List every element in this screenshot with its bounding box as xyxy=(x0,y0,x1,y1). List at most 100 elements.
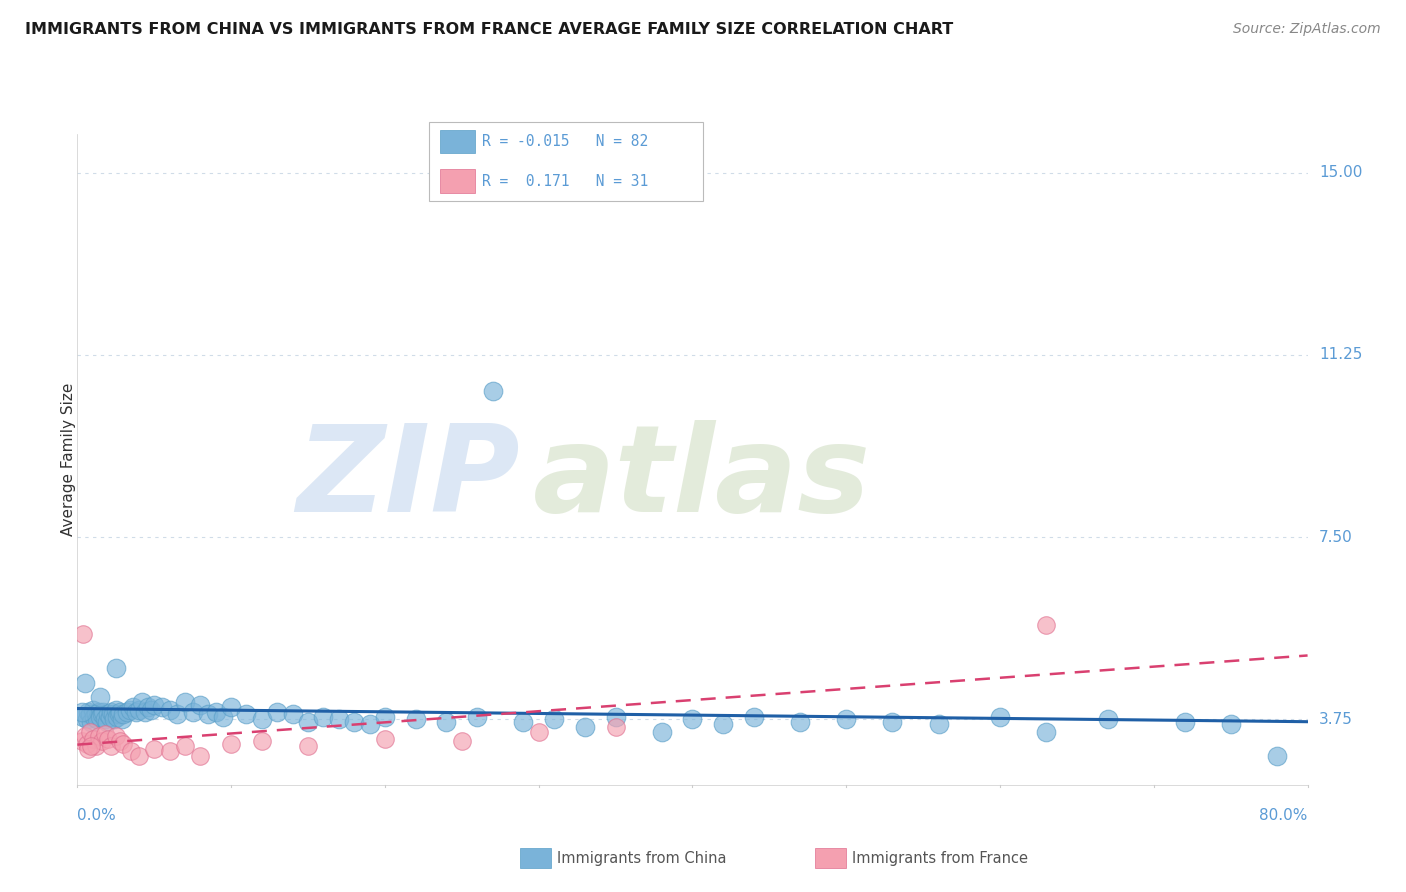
Text: 0.0%: 0.0% xyxy=(77,808,117,822)
Text: Immigrants from China: Immigrants from China xyxy=(557,851,727,865)
Point xyxy=(988,710,1011,724)
Point xyxy=(76,712,98,726)
Text: ZIP: ZIP xyxy=(297,420,520,537)
Point xyxy=(465,710,488,724)
Point xyxy=(605,720,627,734)
Text: 11.25: 11.25 xyxy=(1319,347,1362,362)
Point xyxy=(100,705,122,719)
Point xyxy=(131,695,153,709)
Point xyxy=(110,705,132,719)
Point xyxy=(405,712,427,726)
Point xyxy=(543,712,565,726)
Point xyxy=(77,741,100,756)
Point xyxy=(83,710,105,724)
Point xyxy=(82,731,104,746)
Point xyxy=(219,737,242,751)
Point xyxy=(80,714,103,729)
Point xyxy=(112,737,135,751)
Point xyxy=(100,739,122,753)
Point xyxy=(77,705,100,719)
Point xyxy=(174,695,197,709)
Point xyxy=(250,734,273,748)
Point xyxy=(174,739,197,753)
Point xyxy=(70,705,93,719)
Point xyxy=(94,727,117,741)
Text: atlas: atlas xyxy=(533,420,870,537)
Point xyxy=(104,703,127,717)
Point xyxy=(94,712,117,726)
Point xyxy=(121,700,143,714)
Text: Source: ZipAtlas.com: Source: ZipAtlas.com xyxy=(1233,22,1381,37)
Point xyxy=(110,734,132,748)
Point xyxy=(928,717,950,731)
Point xyxy=(359,717,381,731)
Point xyxy=(651,724,673,739)
Point xyxy=(711,717,734,731)
Point xyxy=(136,700,159,714)
Text: 3.75: 3.75 xyxy=(1319,712,1353,727)
Point xyxy=(343,714,366,729)
Point xyxy=(90,707,114,722)
Point xyxy=(143,741,166,756)
Point xyxy=(281,707,304,722)
Point xyxy=(120,744,142,758)
Point xyxy=(204,705,226,719)
Point xyxy=(1174,714,1197,729)
Point xyxy=(450,734,472,748)
Point xyxy=(128,748,150,763)
Point xyxy=(150,700,173,714)
Point xyxy=(882,714,904,729)
Point xyxy=(73,730,96,744)
Point xyxy=(84,739,107,753)
Point xyxy=(93,705,115,719)
Point xyxy=(86,712,108,726)
Point xyxy=(1219,717,1241,731)
Point xyxy=(112,707,135,722)
Point xyxy=(97,707,120,722)
Point xyxy=(605,710,627,724)
Point xyxy=(374,710,396,724)
Point xyxy=(527,724,550,739)
Point xyxy=(82,703,104,717)
Point xyxy=(682,712,704,726)
Point xyxy=(166,707,188,722)
Point xyxy=(103,712,125,726)
Point xyxy=(105,710,128,724)
Point xyxy=(90,734,114,748)
Text: 80.0%: 80.0% xyxy=(1260,808,1308,822)
Point xyxy=(188,698,212,712)
Point xyxy=(89,710,111,724)
Point xyxy=(197,707,219,722)
Point xyxy=(118,703,141,717)
Point xyxy=(481,384,503,399)
Point xyxy=(115,705,138,719)
Point xyxy=(72,710,94,724)
Point xyxy=(312,710,335,724)
Point xyxy=(250,712,273,726)
Point xyxy=(212,710,235,724)
Point xyxy=(1265,748,1288,763)
Point xyxy=(188,748,212,763)
Point xyxy=(76,737,98,751)
Point xyxy=(742,710,765,724)
Point xyxy=(73,676,96,690)
Point xyxy=(1035,617,1057,632)
Point xyxy=(79,724,101,739)
Point xyxy=(89,690,111,705)
Text: IMMIGRANTS FROM CHINA VS IMMIGRANTS FROM FRANCE AVERAGE FAMILY SIZE CORRELATION : IMMIGRANTS FROM CHINA VS IMMIGRANTS FROM… xyxy=(25,22,953,37)
Point xyxy=(219,700,242,714)
Point xyxy=(70,734,93,748)
Point xyxy=(1035,724,1057,739)
Point xyxy=(98,710,121,724)
Point xyxy=(141,703,163,717)
Point xyxy=(297,714,319,729)
Point xyxy=(128,703,150,717)
Point xyxy=(80,739,103,753)
Point xyxy=(328,712,350,726)
Point xyxy=(96,714,118,729)
Point xyxy=(111,712,134,726)
Text: Immigrants from France: Immigrants from France xyxy=(852,851,1028,865)
Text: 7.50: 7.50 xyxy=(1319,530,1353,545)
Point xyxy=(835,712,858,726)
Point xyxy=(181,705,204,719)
